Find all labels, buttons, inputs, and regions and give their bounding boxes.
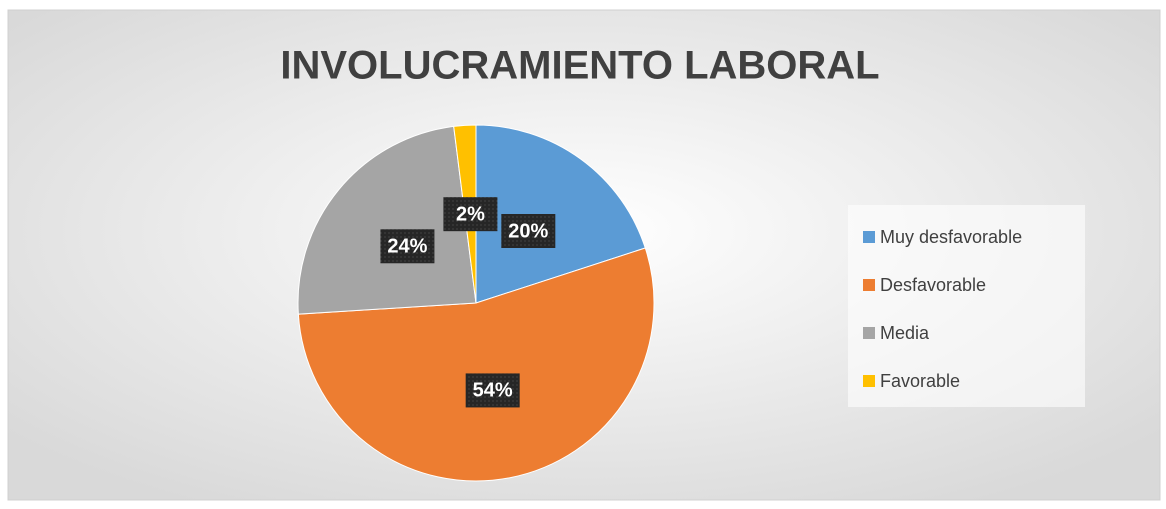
legend-label: Muy desfavorable xyxy=(880,227,1022,247)
pie-slice xyxy=(475,124,646,304)
legend-swatch xyxy=(863,279,875,291)
legend-swatch xyxy=(863,231,875,243)
data-label: 24% xyxy=(387,236,427,258)
data-label: 54% xyxy=(473,380,513,402)
data-label-box xyxy=(443,197,498,232)
legend-label: Favorable xyxy=(880,371,960,391)
legend-swatch xyxy=(863,327,875,339)
pie-slice xyxy=(297,247,655,482)
data-label: 20% xyxy=(508,220,548,242)
data-label-box xyxy=(380,229,435,264)
data-label: 2% xyxy=(456,203,485,225)
legend-label: Media xyxy=(880,323,930,343)
legend-label: Desfavorable xyxy=(880,275,986,295)
chart-title: INVOLUCRAMIENTO LABORAL xyxy=(280,44,879,88)
data-label-box xyxy=(465,373,520,408)
data-label-box xyxy=(501,213,556,248)
legend-swatch xyxy=(863,375,875,387)
legend-box xyxy=(848,205,1085,407)
pie-slice xyxy=(297,125,477,315)
